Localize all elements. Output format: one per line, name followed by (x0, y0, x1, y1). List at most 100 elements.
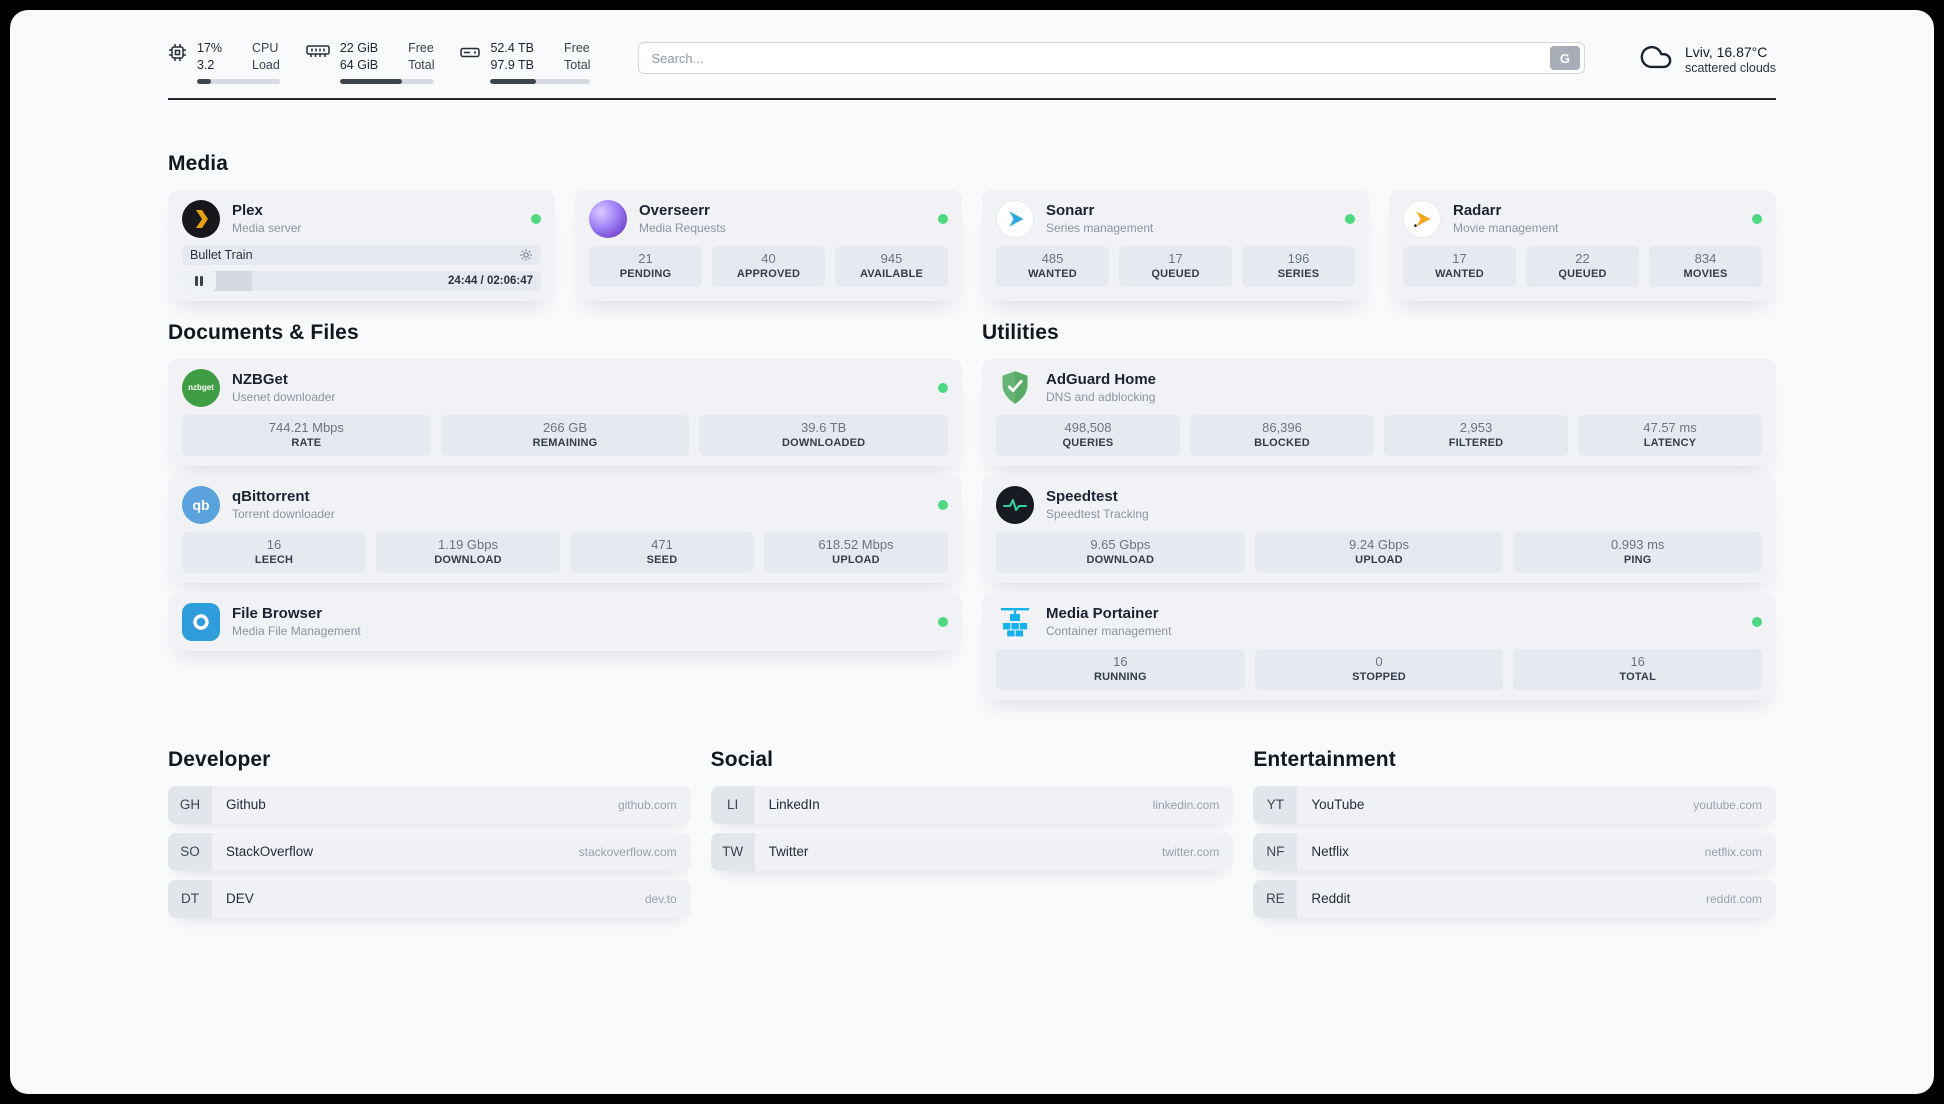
search-input[interactable] (651, 50, 1550, 66)
app-card-radarr[interactable]: Radarr Movie management 17 WANTED 22 QUE… (1389, 189, 1776, 301)
app-card-filebrowser[interactable]: File Browser Media File Management (168, 592, 962, 651)
app-name: AdGuard Home (1046, 371, 1157, 388)
bookmark-url: dev.to (644, 891, 677, 906)
disk-icon (460, 43, 481, 62)
stat-label: DOWNLOADED (782, 436, 866, 449)
developer-section: Developer GH Github github.com SO StackO… (168, 748, 691, 918)
bookmark-name: Twitter (768, 844, 809, 859)
dashboard-page: 17% 3.2 CPU Load (10, 10, 1934, 1094)
stat-value: 744.21 Mbps (268, 419, 344, 435)
radarr-icon (1403, 199, 1441, 238)
bookmark-name: DEV (226, 891, 254, 906)
top-bar: 17% 3.2 CPU Load (168, 10, 1776, 84)
social-section: Social LI LinkedIn linkedin.com TW Twitt… (710, 748, 1234, 918)
app-card-sonarr[interactable]: Sonarr Series management 485 WANTED 17 Q… (982, 189, 1369, 301)
stat-pending: 21 PENDING (589, 245, 702, 287)
portainer-icon (996, 603, 1034, 641)
stat-value: 9.65 Gbps (1090, 536, 1151, 552)
stat-movies: 834 MOVIES (1649, 245, 1762, 287)
bookmark-github[interactable]: GH Github github.com (168, 785, 691, 824)
weather-widget[interactable]: Lviv, 16.87°C scattered clouds (1639, 40, 1776, 79)
stat-label: UPLOAD (832, 553, 880, 566)
ram-total-label: Total (408, 58, 435, 73)
app-card-plex[interactable]: Plex Media server Bullet Train (168, 189, 555, 301)
stat-value: 9.24 Gbps (1349, 536, 1409, 552)
twitter-icon: TW (710, 832, 755, 871)
bookmark-youtube[interactable]: YT YouTube youtube.com (1253, 785, 1776, 824)
bookmark-reddit[interactable]: RE Reddit reddit.com (1253, 879, 1776, 918)
pause-button[interactable] (182, 270, 216, 291)
gear-icon[interactable] (519, 248, 533, 262)
stat-total: 16 TOTAL (1513, 648, 1763, 690)
stat-label: PENDING (619, 267, 672, 280)
utilities-section: Utilities AdGuard Home DNS and adblockin… (982, 321, 1776, 700)
nzbget-icon: nzbget (182, 368, 220, 407)
app-subtitle: DNS and adblocking (1046, 390, 1156, 404)
stat-value: 86,396 (1262, 419, 1302, 435)
bookmark-url: reddit.com (1705, 891, 1762, 906)
stat-upload: 618.52 Mbps UPLOAD (764, 531, 948, 573)
app-subtitle: Series management (1046, 221, 1154, 235)
bookmark-url: linkedin.com (1152, 797, 1220, 812)
nzbget-icon-text: nzbget (188, 383, 214, 392)
reddit-icon: RE (1253, 879, 1298, 918)
media-grid: Plex Media server Bullet Train (168, 189, 1776, 301)
stat-value: 196 (1287, 250, 1310, 266)
stat-seed: 471 SEED (570, 531, 754, 573)
utilities-section-title: Utilities (982, 320, 1059, 344)
bookmark-dev[interactable]: DT DEV dev.to (168, 879, 691, 918)
stat-value: 485 (1041, 250, 1064, 266)
app-card-speedtest[interactable]: Speedtest Speedtest Tracking 9.65 Gbps D… (982, 475, 1776, 583)
stat-queued: 17 QUEUED (1119, 245, 1232, 287)
stat-label: QUERIES (1062, 436, 1114, 449)
media-section-title: Media (168, 151, 229, 175)
stat-label: BLOCKED (1254, 436, 1310, 449)
app-subtitle: Movie management (1453, 221, 1559, 235)
stat-stopped: 0 STOPPED (1254, 648, 1504, 690)
ram-total-value: 64 GiB (339, 58, 379, 73)
now-playing-title: Bullet Train (190, 247, 253, 262)
disk-total-label: Total (564, 58, 591, 73)
qbittorrent-icon: qb (182, 485, 220, 524)
app-name: Plex (232, 202, 263, 219)
bookmark-twitter[interactable]: TW Twitter twitter.com (710, 832, 1234, 871)
stat-label: APPROVED (736, 267, 801, 280)
weather-condition: scattered clouds (1684, 61, 1776, 75)
app-name: File Browser (232, 605, 323, 622)
overseerr-icon (589, 199, 627, 238)
stat-value: 0 (1375, 653, 1383, 669)
playback-progress-bar[interactable]: 24:44 / 02:06:47 (182, 270, 541, 291)
stackoverflow-icon: SO (168, 832, 212, 871)
stat-label: SERIES (1277, 267, 1320, 280)
stat-value: 834 (1694, 250, 1717, 266)
app-card-overseerr[interactable]: Overseerr Media Requests 21 PENDING 40 A… (575, 189, 962, 301)
stat-value: 40 (761, 250, 776, 266)
app-card-nzbget[interactable]: nzbget NZBGet Usenet downloader 744.21 M… (168, 358, 962, 466)
stat-label: LEECH (254, 553, 294, 566)
header-divider (168, 97, 1776, 100)
stat-value: 471 (651, 536, 673, 552)
stat-value: 39.6 TB (801, 419, 847, 435)
stat-remaining: 266 GB REMAINING (440, 414, 690, 456)
stat-approved: 40 APPROVED (712, 245, 825, 287)
bookmark-linkedin[interactable]: LI LinkedIn linkedin.com (710, 785, 1234, 824)
entertainment-section-title: Entertainment (1253, 747, 1396, 771)
app-name: Media Portainer (1046, 605, 1159, 622)
app-card-portainer[interactable]: Media Portainer Container management 16 … (982, 592, 1776, 700)
bookmark-netflix[interactable]: NF Netflix netflix.com (1253, 832, 1776, 871)
search-bar: G (638, 42, 1585, 74)
entertainment-section: Entertainment YT YouTube youtube.com NF … (1253, 748, 1776, 918)
stat-value: 0.993 ms (1610, 536, 1665, 552)
bookmark-url: netflix.com (1704, 844, 1762, 859)
app-card-qbittorrent[interactable]: qb qBittorrent Torrent downloader 16 LEE… (168, 475, 962, 583)
search-provider-button[interactable]: G (1549, 46, 1580, 70)
stat-value: 16 (1113, 653, 1128, 669)
stat-rate: 744.21 Mbps RATE (182, 414, 431, 456)
stat-label: WANTED (1028, 267, 1077, 280)
bookmark-stackoverflow[interactable]: SO StackOverflow stackoverflow.com (168, 832, 691, 871)
app-card-adguard[interactable]: AdGuard Home DNS and adblocking 498,508 … (982, 358, 1776, 466)
stat-label: MOVIES (1683, 267, 1728, 280)
cpu-usage-bar (197, 78, 280, 84)
stat-filtered: 2,953 FILTERED (1384, 414, 1568, 456)
cpu-chip-icon (168, 43, 187, 62)
